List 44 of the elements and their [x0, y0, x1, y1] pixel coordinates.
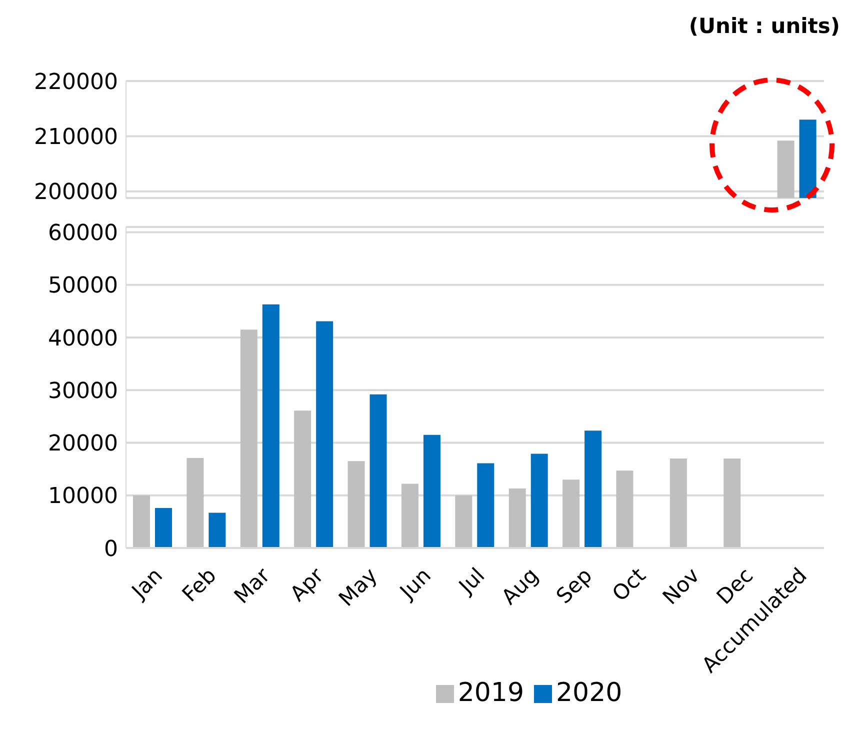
bar	[477, 463, 494, 548]
bar	[186, 458, 204, 548]
x-tick-label: Aug	[497, 563, 543, 610]
x-tick-label: Mar	[230, 563, 275, 608]
x-tick-label: Nov	[658, 563, 704, 610]
x-tick-label: Feb	[178, 563, 221, 607]
bar	[133, 495, 150, 548]
bar	[262, 304, 280, 548]
bar	[584, 430, 602, 548]
y-tick-label: 220000	[34, 70, 118, 95]
bar	[155, 508, 172, 548]
bar	[348, 461, 365, 548]
bar	[423, 434, 440, 548]
bar	[670, 458, 687, 548]
legend-label: 2020	[556, 678, 622, 708]
bar	[455, 495, 472, 548]
x-tick-label: Apr	[286, 563, 328, 606]
legend-label: 2019	[458, 678, 524, 708]
bar	[316, 321, 334, 548]
y-tick-label: 60000	[48, 221, 118, 246]
text: (Unit : units)	[688, 14, 840, 38]
x-tick-label: Jun	[394, 563, 436, 605]
y-tick-label: 40000	[48, 326, 118, 352]
bar	[294, 410, 312, 548]
bar	[508, 488, 526, 548]
y-tick-label: 0	[104, 536, 118, 562]
y-tick-label: 50000	[48, 274, 118, 299]
bar	[401, 484, 418, 548]
bar	[562, 480, 580, 548]
x-tick-label: Oct	[608, 563, 650, 606]
y-tick-label: 30000	[48, 378, 118, 404]
bar	[616, 470, 634, 548]
x-tick-label: Sep	[552, 563, 597, 608]
bar	[724, 458, 741, 548]
bar	[208, 512, 226, 548]
y-tick-label: 210000	[34, 125, 118, 150]
bar	[240, 330, 258, 548]
y-tick-label: 20000	[48, 432, 118, 457]
y-tick-label: 200000	[34, 180, 118, 206]
bar	[530, 454, 548, 548]
x-tick-label: Jul	[452, 563, 490, 600]
x-tick-label: Jan	[126, 563, 168, 605]
bar	[370, 394, 387, 548]
y-tick-label: 10000	[48, 484, 118, 510]
